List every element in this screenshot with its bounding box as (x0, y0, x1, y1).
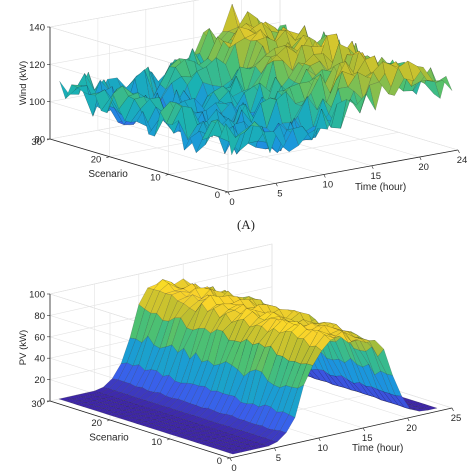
pv-y-tick-mark (226, 457, 231, 460)
wind-x-tick-label: 5 (277, 188, 282, 199)
pv-z-tick-label: 60 (34, 332, 45, 343)
figure-caption-a: (A) (237, 217, 255, 232)
pv-z-tick-label: 80 (34, 311, 45, 322)
wind-z-tick-label: 120 (29, 60, 45, 71)
wind-y-tick-mark (106, 156, 110, 158)
wind-y-axis-line (49, 138, 229, 193)
pv-y-axis-label: Scenario (89, 433, 129, 444)
wind-x-tick-label: 24 (457, 155, 468, 166)
pv-x-tick-label: 15 (362, 433, 373, 444)
wind-y-tick-label: 10 (150, 172, 161, 183)
pv-x-axis-line (229, 407, 453, 459)
wind-x-tick-label: 0 (229, 197, 234, 208)
wind-z-axis-label: Wind (kW) (18, 61, 29, 105)
wind-x-tick-mark (419, 156, 422, 161)
wind-x-tick-mark (457, 149, 460, 154)
pv-x-axis-label: Time (hour) (352, 443, 403, 454)
pv-x-tick-label: 10 (318, 443, 329, 454)
pv-surface-patch (421, 406, 438, 411)
pv-x-tick-mark (451, 407, 454, 412)
pv-x-tick-mark (407, 417, 410, 422)
pv-z-tick-label: 40 (34, 354, 45, 365)
wind-y-tick-label: 20 (91, 155, 102, 166)
pv-z-tick-label: 100 (29, 290, 45, 301)
wind-x-tick-label: 15 (370, 171, 381, 182)
wind-x-axis-label: Time (hour) (355, 182, 406, 193)
wind-y-tick-mark (224, 191, 229, 194)
pv-x-tick-mark (318, 437, 321, 442)
pv-surface (58, 278, 438, 455)
pv-x-tick-label: 5 (276, 453, 281, 464)
wind-surface-patch (436, 76, 453, 91)
wind-y-tick-label: 30 (31, 137, 42, 148)
wind-x-tick-mark (227, 191, 230, 196)
wind-surface (59, 3, 453, 156)
wind-z-tick-label: 80 (34, 135, 45, 146)
pv-z-axis-label: PV (kW) (18, 330, 29, 365)
pv-x-tick-mark (229, 457, 232, 462)
pv-y-axis-line (49, 400, 231, 459)
pv-x-tick-label: 0 (231, 463, 236, 474)
pv-y-tick-label: 20 (91, 418, 102, 429)
pv-y-tick-mark (106, 419, 111, 422)
pv-x-tick-mark (274, 447, 277, 452)
wind-y-tick-mark (165, 174, 169, 176)
wind-x-tick-label: 10 (323, 180, 334, 191)
wind-x-tick-mark (323, 174, 326, 178)
wind-x-tick-mark (275, 183, 278, 187)
wind-x-tick-label: 20 (418, 162, 429, 173)
wind-y-tick-label: 0 (215, 190, 220, 201)
wind-x-tick-mark (371, 165, 374, 169)
wind-z-tick-label: 100 (29, 97, 45, 108)
pv-x-tick-mark (362, 427, 365, 432)
pv-y-tick-label: 10 (151, 437, 162, 448)
pv-y-tick-mark (166, 438, 171, 441)
pv-z-tick-label: 0 (40, 397, 45, 408)
pv-z-tick-label: 20 (34, 375, 45, 386)
pv-y-tick-label: 0 (217, 456, 222, 467)
wind-z-tick-label: 140 (29, 23, 45, 34)
wind-y-axis-label: Scenario (88, 169, 128, 180)
pv-y-tick-label: 30 (31, 399, 42, 410)
pv-x-tick-label: 25 (451, 413, 462, 424)
pv-x-tick-label: 20 (406, 423, 417, 434)
